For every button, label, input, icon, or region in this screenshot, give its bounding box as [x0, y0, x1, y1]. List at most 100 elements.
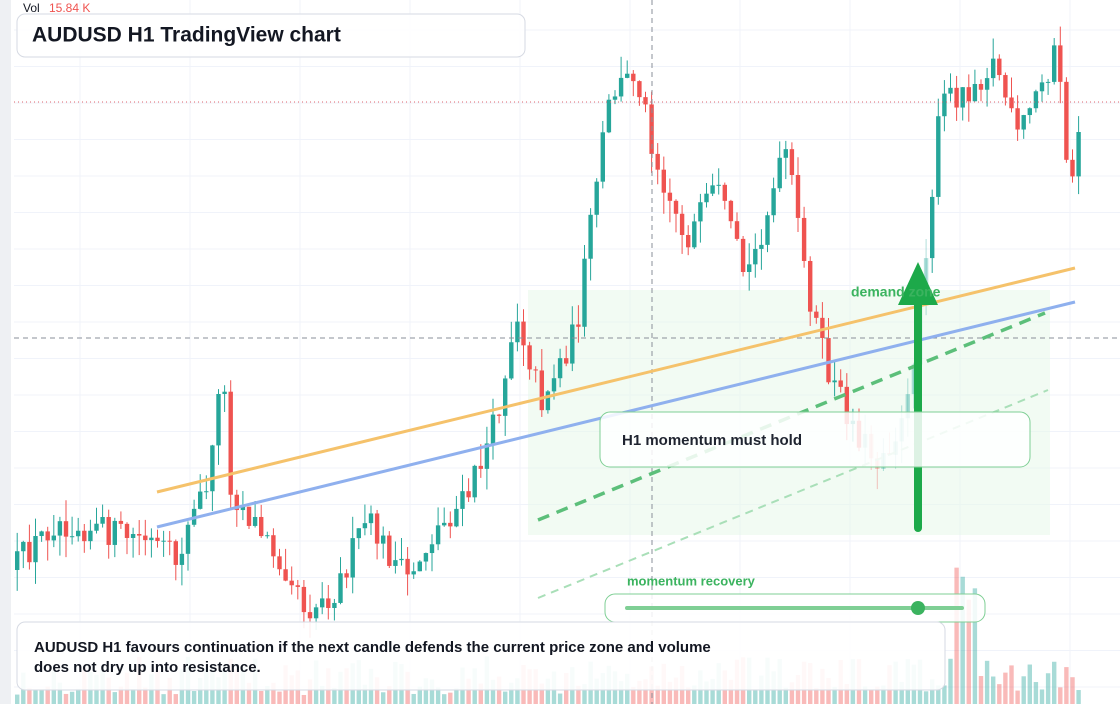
candle-body: [198, 491, 203, 509]
candle-body: [21, 541, 26, 552]
volume-bar: [545, 678, 551, 704]
volume-bar: [362, 684, 368, 704]
candle-body: [179, 553, 185, 565]
candle-body: [106, 517, 111, 545]
volume-bar: [259, 690, 264, 704]
candle-body: [301, 586, 307, 613]
volume-bar: [1009, 665, 1014, 704]
candle-body: [234, 494, 239, 511]
candle-body: [57, 521, 63, 536]
candle-body: [936, 116, 941, 197]
volume-bar: [557, 693, 563, 704]
volume-bar: [509, 682, 514, 704]
volume-bar: [515, 678, 520, 704]
volume-bar: [76, 688, 81, 704]
candle-body: [338, 573, 343, 603]
candle-body: [1021, 115, 1026, 130]
volume-bar: [844, 684, 849, 704]
volume-bar: [789, 682, 795, 704]
candle-body: [765, 215, 770, 245]
candle-body: [716, 184, 721, 186]
volume-bar: [27, 688, 32, 704]
volume-bar: [862, 686, 868, 704]
candle-body: [740, 238, 746, 272]
candle-body: [381, 535, 386, 544]
volume-bar: [1003, 672, 1008, 704]
volume-bar: [899, 681, 904, 704]
candle-body: [222, 391, 227, 394]
volume-bar: [332, 687, 337, 704]
caption-line: AUDUSD H1 favours continuation if the ne…: [34, 639, 711, 656]
volume-bar: [161, 694, 166, 704]
volume-bar: [643, 679, 648, 704]
volume-bar: [1064, 667, 1069, 704]
candle-body: [551, 378, 557, 392]
candle-body: [167, 540, 172, 542]
candle-body: [1033, 91, 1039, 109]
volume-bar: [942, 685, 947, 704]
candle-body: [539, 370, 544, 411]
volume-bar: [33, 690, 38, 704]
candle-body: [69, 536, 75, 538]
candle-body: [582, 258, 587, 327]
candle-body: [210, 445, 215, 492]
volume-bar: [673, 677, 679, 704]
candle-body: [643, 97, 648, 105]
volume-bar: [45, 686, 50, 704]
candle-body: [838, 380, 843, 387]
candle-body: [1052, 45, 1057, 82]
volume-bar: [1021, 676, 1026, 704]
candle-body: [533, 369, 538, 371]
candle-body: [808, 260, 813, 312]
volume-bar: [490, 679, 496, 704]
volume-bar: [435, 687, 441, 704]
candle-body: [783, 149, 788, 158]
candle-body: [155, 537, 160, 542]
volume-bar: [143, 687, 148, 704]
candle-body: [637, 81, 642, 98]
candle-body: [265, 535, 270, 537]
candle-body: [149, 537, 154, 541]
candle-body: [923, 258, 929, 300]
candle-body: [692, 221, 697, 248]
volume-bar: [1070, 677, 1075, 704]
candle-body: [118, 520, 124, 524]
volume-bar: [930, 679, 935, 704]
volume-bar: [106, 677, 111, 704]
volume-bar: [374, 677, 380, 704]
volume-bar: [692, 685, 697, 704]
candle-body: [63, 521, 69, 537]
candle-body: [27, 541, 32, 563]
candle-body: [344, 573, 349, 578]
slider-knob[interactable]: [911, 601, 925, 615]
volume-bar: [655, 685, 660, 704]
candle-body: [1045, 81, 1051, 83]
volume-bar: [667, 681, 673, 704]
volume-bar: [984, 660, 990, 704]
candle-body: [734, 221, 740, 239]
candle-body: [722, 184, 727, 201]
candle-body: [472, 465, 477, 498]
candle-body: [137, 534, 142, 536]
candle-body: [832, 380, 837, 383]
volume-bar: [265, 686, 270, 704]
candle-body: [728, 200, 734, 222]
left-strip: [0, 0, 11, 704]
candle-body: [320, 598, 325, 608]
volume-bar: [429, 679, 435, 704]
volume-bar: [118, 686, 124, 704]
demand-zone-label: demand zone: [851, 284, 941, 300]
candle-body: [307, 612, 313, 619]
candle-body: [997, 58, 1002, 76]
candle-body: [661, 169, 666, 193]
candle-body: [252, 516, 258, 526]
volume-bar: [198, 677, 203, 704]
candle-body: [911, 364, 917, 395]
candle-body: [948, 87, 953, 94]
volume-bar: [381, 692, 386, 704]
candle-body: [454, 508, 459, 527]
volume-bar: [618, 681, 624, 704]
caption-box: [16, 621, 946, 691]
candle-body: [564, 358, 569, 364]
